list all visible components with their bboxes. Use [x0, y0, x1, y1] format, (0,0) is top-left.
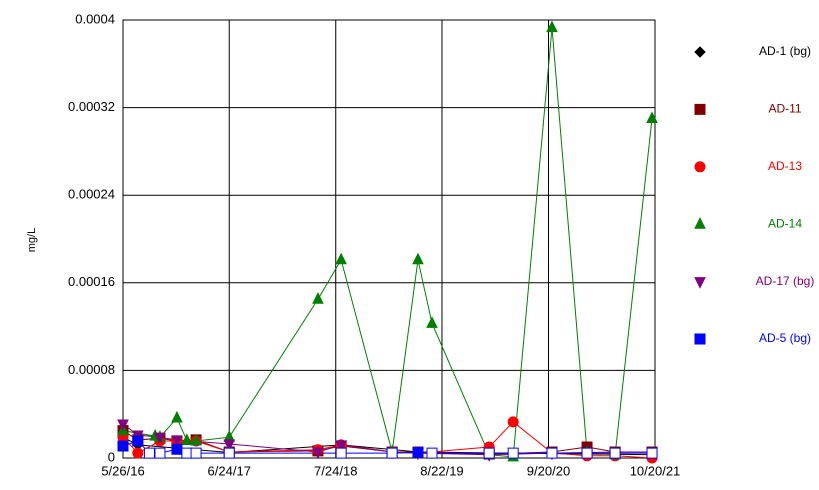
marker	[412, 447, 424, 459]
x-tick-label: 6/24/17	[208, 463, 251, 478]
x-tick-label: 8/22/19	[420, 463, 463, 478]
marker	[426, 447, 438, 459]
legend-label: AD-1 (bg)	[759, 44, 811, 58]
marker	[646, 111, 658, 124]
marker	[223, 439, 236, 452]
marker	[386, 447, 398, 459]
y-tick-label: 0	[108, 449, 115, 464]
marker	[117, 440, 129, 452]
marker	[335, 440, 347, 452]
legend-marker	[694, 217, 706, 229]
y-tick-label: 0.0004	[75, 11, 115, 26]
marker	[312, 447, 324, 460]
y-axis-label: mg/L	[26, 228, 38, 252]
marker	[181, 447, 193, 459]
marker	[609, 447, 621, 459]
legend-label: AD-5 (bg)	[759, 331, 811, 345]
legend-label: AD-14	[768, 216, 802, 230]
marker	[546, 20, 558, 33]
y-tick-label: 0.00032	[68, 99, 115, 114]
marker	[154, 432, 166, 445]
marker	[171, 443, 183, 455]
marker	[117, 419, 129, 432]
x-tick-label: 5/26/16	[101, 463, 144, 478]
series-line	[122, 27, 653, 458]
marker	[646, 447, 658, 459]
y-tick-label: 0.00016	[68, 274, 115, 289]
marker	[335, 252, 347, 265]
legend-marker	[694, 161, 706, 173]
legend-label: AD-13	[768, 159, 802, 173]
marker	[154, 447, 166, 459]
marker	[581, 447, 593, 459]
legend-marker	[694, 46, 706, 58]
legend-label: AD-11	[768, 102, 801, 116]
y-tick-label: 0.00008	[68, 362, 115, 377]
legend-marker	[694, 333, 706, 345]
legend-marker	[694, 103, 706, 115]
marker	[507, 416, 519, 428]
marker	[132, 435, 144, 447]
marker	[171, 435, 183, 448]
marker	[426, 316, 438, 328]
marker	[483, 447, 495, 459]
marker	[132, 447, 144, 459]
legend-label: AD-17 (bg)	[756, 274, 815, 288]
marker	[312, 292, 324, 304]
marker	[412, 252, 424, 265]
x-tick-label: 7/24/18	[314, 463, 357, 478]
legend-marker	[694, 277, 706, 289]
plot-border	[122, 19, 656, 459]
marker	[546, 447, 558, 459]
marker	[190, 447, 202, 459]
marker	[181, 433, 193, 445]
x-tick-label: 9/20/20	[527, 463, 570, 478]
marker	[507, 447, 519, 459]
marker	[171, 410, 183, 423]
marker	[335, 447, 347, 459]
marker	[190, 433, 202, 446]
marker	[143, 447, 155, 459]
y-tick-label: 0.00024	[68, 187, 115, 202]
x-tick-label: 10/20/21	[630, 463, 681, 478]
marker	[223, 447, 235, 459]
